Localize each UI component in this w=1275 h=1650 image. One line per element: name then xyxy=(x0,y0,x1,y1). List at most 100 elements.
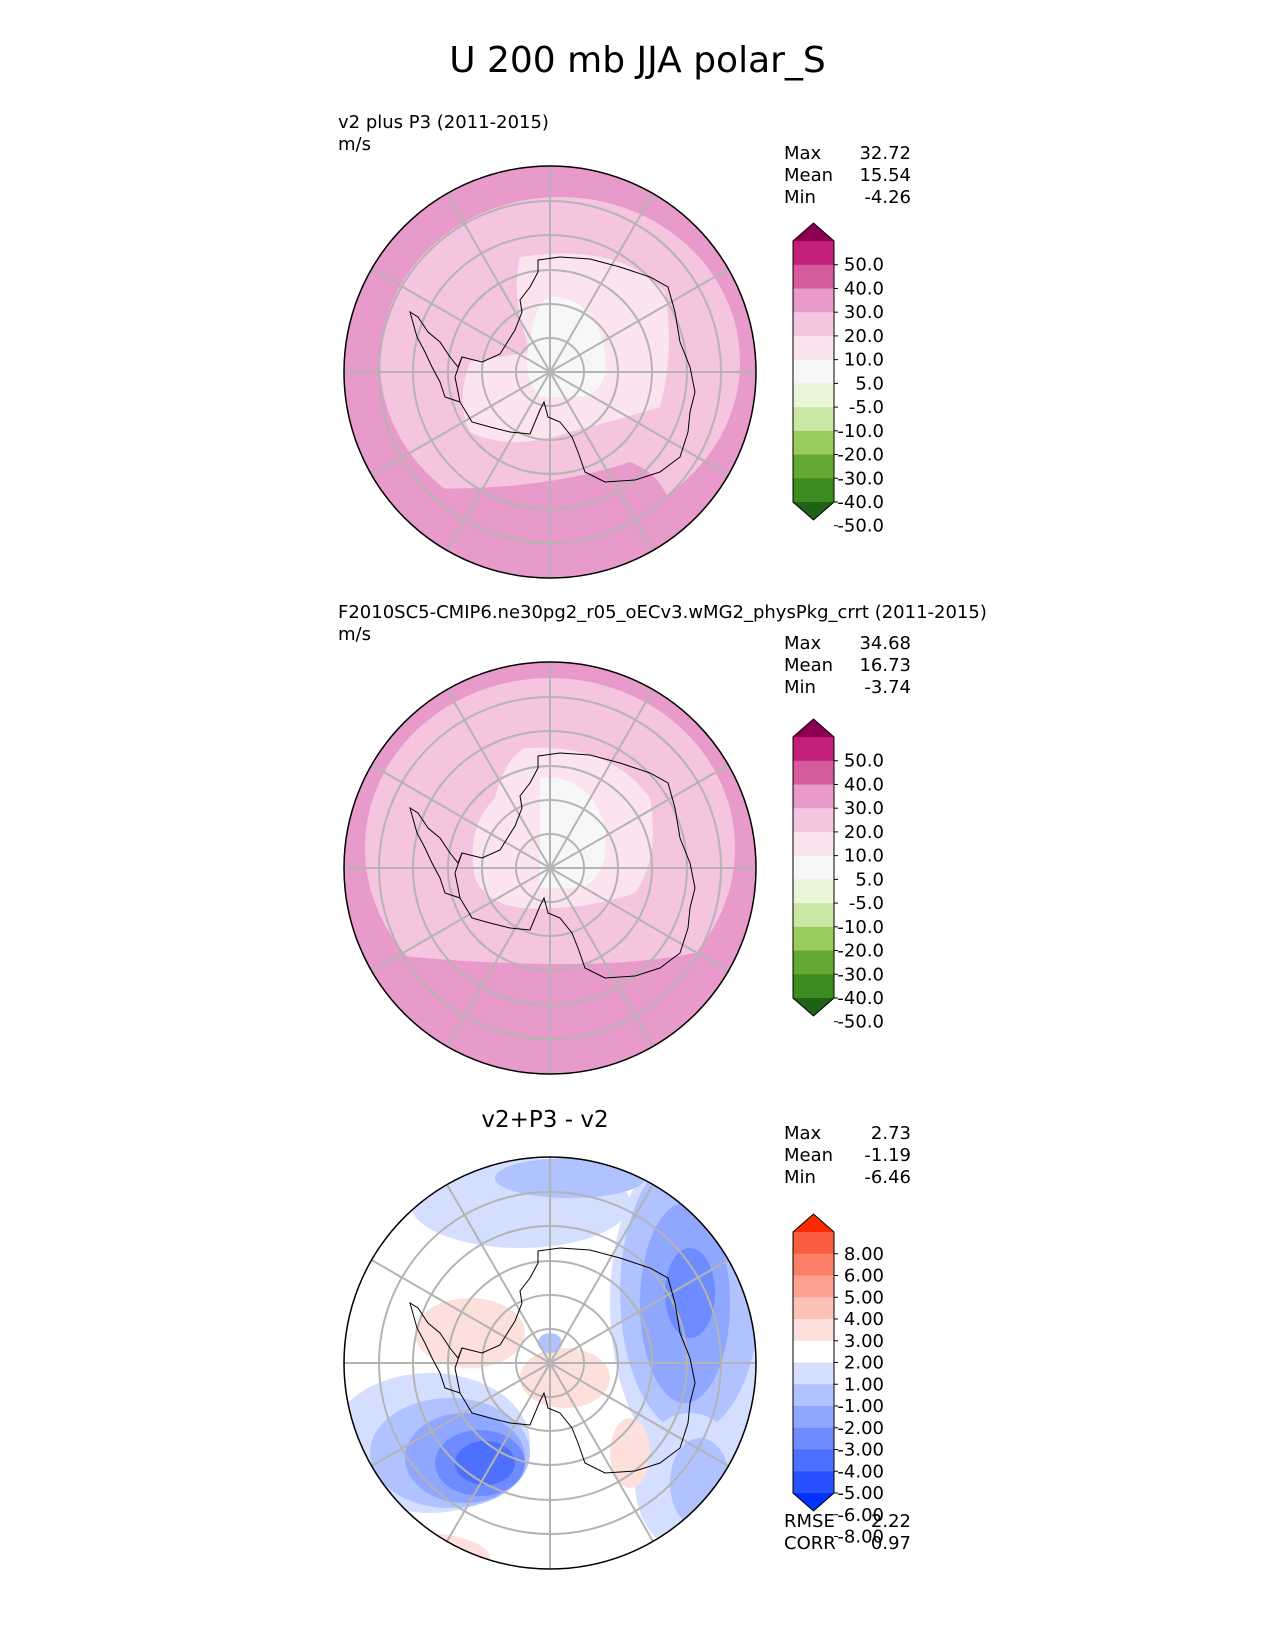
panel1-colorbar-swatch xyxy=(793,288,834,313)
panel1-colorbar-tick-label: -5.0 xyxy=(849,397,884,418)
panel2-colorbar-swatch xyxy=(793,784,834,809)
panel3-colorbar-tick-label: -6.00 xyxy=(837,1505,884,1526)
stat-value: -1.19 xyxy=(864,1145,911,1166)
panel1-case-name: v2 plus P3 (2011-2015) xyxy=(338,112,549,133)
panel2-colorbar-tick-label: -30.0 xyxy=(837,964,884,985)
meridian-line xyxy=(434,1362,551,1563)
panel2-colorbar-tick-label: 50.0 xyxy=(844,751,884,772)
stat-label: Max xyxy=(784,143,822,164)
stat-value: -6.46 xyxy=(864,1167,911,1188)
meridian-line xyxy=(549,1163,666,1364)
panel3-antarctica-coastline xyxy=(454,1247,696,1474)
panel3-colorbar-swatch xyxy=(793,1340,834,1363)
panel2-colorbar-extend-min xyxy=(793,998,834,1016)
panel3-peninsula-coastline xyxy=(409,1301,463,1394)
panel3-colorbar-tick-label: -4.00 xyxy=(837,1461,884,1482)
panel3-colorbar-swatch xyxy=(793,1362,834,1385)
panel1-colorbar-tick-label: -40.0 xyxy=(837,492,884,513)
panel2-colorbar-tick-label: 20.0 xyxy=(844,822,884,843)
stat-label: Max xyxy=(784,633,822,654)
panel1-colorbar-tick-label: -10.0 xyxy=(837,421,884,442)
panel3-colorbar-tick-label: 2.00 xyxy=(844,1353,884,1374)
panel1-colorbar-swatch xyxy=(793,407,834,432)
panel1-colorbar-tick-label: -30.0 xyxy=(837,468,884,489)
panel2-case-name: F2010SC5-CMIP6.ne30pg2_r05_oECv3.wMG2_ph… xyxy=(338,602,987,623)
panel3-map-border xyxy=(343,1156,757,1570)
stat-value: -4.26 xyxy=(864,187,911,208)
stat-label: Mean xyxy=(784,165,834,186)
panel2-colorbar-tick-label: -20.0 xyxy=(837,941,884,962)
panel2-colorbar-swatch xyxy=(793,903,834,928)
panel3-field-region xyxy=(495,1158,645,1198)
panel2-colorbar-swatch xyxy=(793,737,834,762)
panel1-colorbar-tick-label: 20.0 xyxy=(844,326,884,347)
stat-label: Min xyxy=(784,1167,816,1188)
panel1-peninsula-coastline xyxy=(409,310,463,403)
panel3-colorbar-swatch xyxy=(793,1406,834,1429)
panel3-colorbar-swatch xyxy=(793,1427,834,1450)
stat-value: 32.72 xyxy=(859,143,911,164)
panel1-colorbar-swatch xyxy=(793,359,834,384)
panel3-colorbar-tick-label: 1.00 xyxy=(844,1374,884,1395)
meridian-line xyxy=(350,371,551,488)
panel1-colorbar-swatch xyxy=(793,241,834,266)
meridian-line xyxy=(434,371,551,572)
meridian-line xyxy=(350,752,551,869)
meridian-line xyxy=(549,1362,666,1563)
panel2-colorbar-swatch xyxy=(793,855,834,880)
panel3-colorbar-swatch xyxy=(793,1253,834,1276)
panel1-colorbar-tick-label: 30.0 xyxy=(844,302,884,323)
panel2-colorbar-extend-max xyxy=(793,719,834,737)
meridian-line xyxy=(549,1247,750,1364)
panel3-field-region xyxy=(415,1298,525,1368)
panel2-colorbar-tick-label: 40.0 xyxy=(844,774,884,795)
panel1-colorbar-tick-label: -50.0 xyxy=(837,516,884,537)
stat-label: CORR xyxy=(784,1533,836,1554)
meridian-line xyxy=(350,1362,551,1479)
panel3-colorbar-extend-min xyxy=(793,1493,834,1511)
meridian-line xyxy=(549,668,666,869)
meridian-line xyxy=(350,1247,551,1364)
meridian-line xyxy=(549,867,666,1068)
panel2-title: F2010SC5-CMIP6.ne30pg2_r05_oECv3.wMG2_ph… xyxy=(338,602,987,646)
panel1-colorbar-tick-label: 50.0 xyxy=(844,255,884,276)
meridian-line xyxy=(350,867,551,984)
stat-value: 0.97 xyxy=(870,1533,911,1554)
panel1-map: 50.040.0 30.0 20.0 10.05.0 -5.0 -10.0 -20.0-30… xyxy=(343,165,884,579)
panel3-colorbar-tick-label: -1.00 xyxy=(837,1396,884,1417)
panel1-antarctica-coastline xyxy=(454,256,696,483)
stat-value: 15.54 xyxy=(859,165,911,186)
panel1-colorbar-tick-label: -20.0 xyxy=(837,445,884,466)
panel3-gridlines xyxy=(344,1157,756,1569)
panel2-antarctica-coastline xyxy=(454,752,696,979)
panel2-colorbar-swatch xyxy=(793,831,834,857)
panel3-colorbar-swatch xyxy=(793,1319,834,1342)
panel2-peninsula-coastline xyxy=(409,806,463,899)
panel2-units: m/s xyxy=(338,624,371,645)
panel3-colorbar-tick-label: -5.00 xyxy=(837,1483,884,1504)
panel3-colorbar-tick-label: 4.00 xyxy=(844,1309,884,1330)
panel1-gridlines xyxy=(344,166,756,578)
meridian-line xyxy=(549,1362,750,1479)
panel2-colorbar-tick-label: -50.0 xyxy=(837,1012,884,1033)
stat-value: 34.68 xyxy=(859,633,911,654)
panel3-title: v2+P3 - v2 xyxy=(481,1107,609,1133)
panel3-colorbar-swatch xyxy=(793,1275,834,1298)
stat-label: Mean xyxy=(784,1145,834,1166)
panel1-colorbar-extend-max xyxy=(793,223,834,241)
panel3-field-region xyxy=(350,1533,490,1569)
panel1-colorbar-swatch xyxy=(793,454,834,479)
panel3-colorbar-swatch xyxy=(793,1384,834,1407)
meridian-line xyxy=(434,172,551,373)
panel3-colorbar-tick-label: -3.00 xyxy=(837,1440,884,1461)
panel2-colorbar-swatch xyxy=(793,879,834,904)
panel1-colorbar-extend-min xyxy=(793,502,834,520)
stat-value: 16.73 xyxy=(859,655,911,676)
panel3-field-region xyxy=(610,1418,650,1488)
panel2-colorbar-swatch xyxy=(793,926,834,952)
panel1-colorbar-tick-label: 40.0 xyxy=(844,278,884,299)
panel3-colorbar-tick-label: 5.00 xyxy=(844,1287,884,1308)
panel3-colorbar-tick-label: 3.00 xyxy=(844,1331,884,1352)
meridian-line xyxy=(549,172,666,373)
panel1-colorbar-tick-label: 5.0 xyxy=(855,373,884,394)
